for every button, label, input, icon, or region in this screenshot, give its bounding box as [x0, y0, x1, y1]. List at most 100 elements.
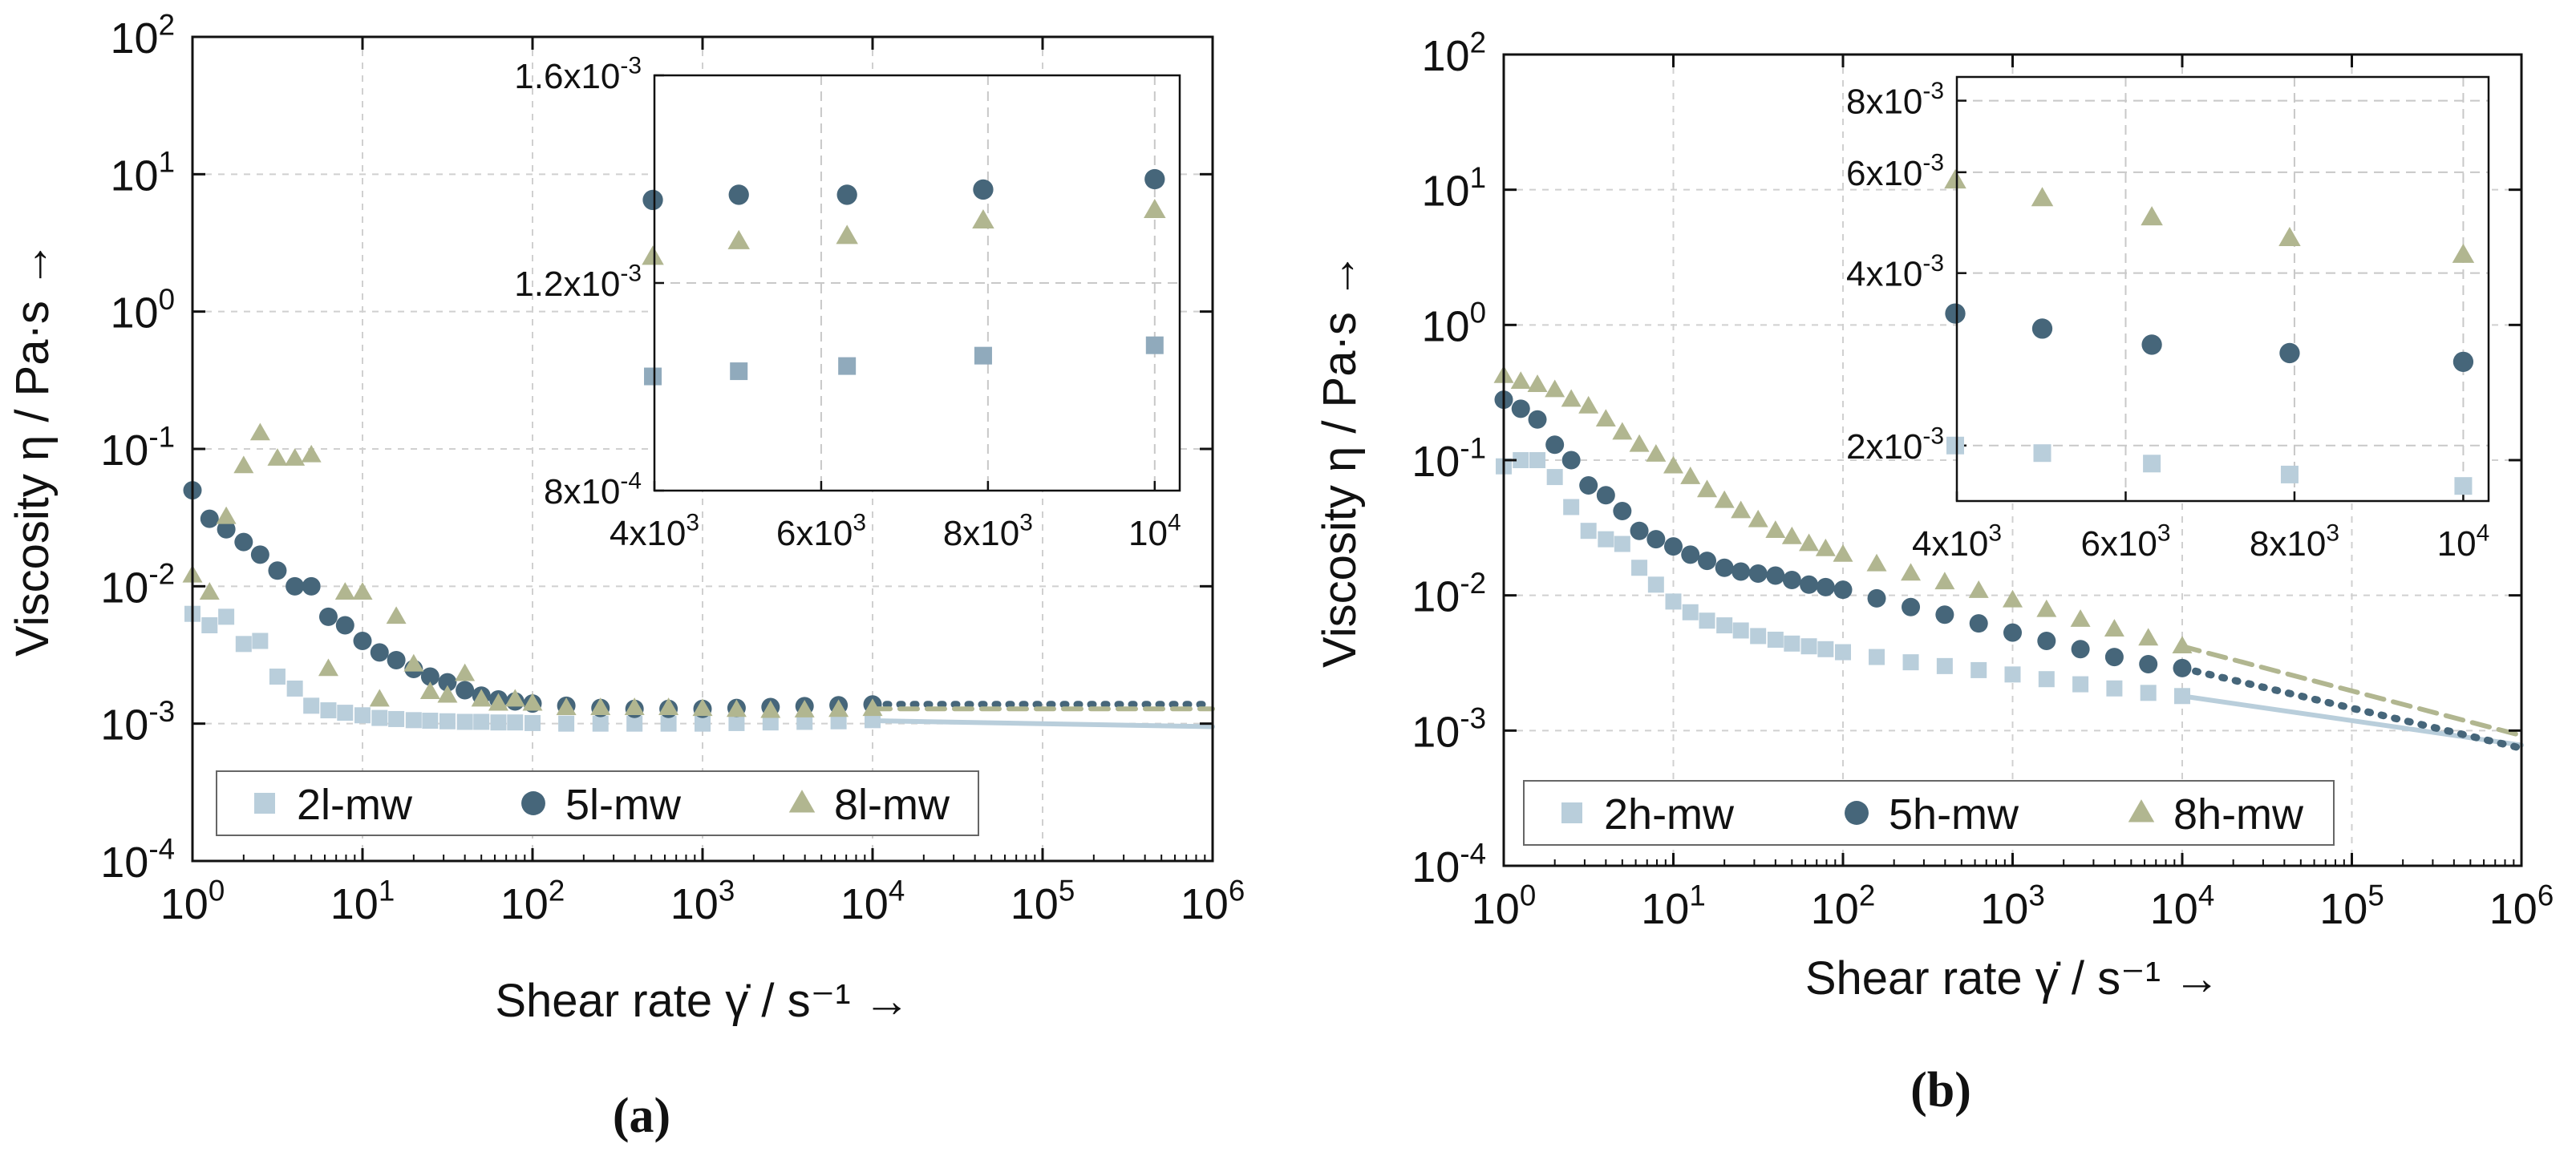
point-2l-mw — [201, 616, 218, 633]
point-2l-mw — [507, 714, 524, 731]
point-8l-mw — [249, 422, 270, 441]
y-tick-label: 10-2 — [1412, 567, 1486, 621]
point-5h-mw — [2071, 640, 2090, 659]
point-8h-mw — [1510, 371, 1531, 390]
point-2l-mw — [865, 712, 881, 729]
inset-x-tick-label: 8x103 — [2250, 520, 2339, 564]
x-tick-label: 103 — [670, 874, 735, 928]
x-tick-label: 101 — [1641, 879, 1706, 933]
point-8l-mw — [504, 689, 525, 707]
point-8l-mw — [624, 697, 645, 715]
point-8h-mw — [1815, 538, 1836, 556]
inset-y-tick-label: 6x10-3 — [1846, 149, 1944, 192]
point-5l-mw — [268, 561, 287, 580]
panel-a-legend: 2l-mw 5l-mw 8l-mw — [216, 770, 979, 836]
panel-a: 100 101 102 103 104 105 106 10-4 10-3 10-2 10-1 100… — [6, 8, 1245, 1143]
point-5h-mw — [1579, 476, 1598, 495]
point-2l-mw — [354, 707, 371, 724]
y-tick-label: 10-2 — [100, 558, 175, 612]
point-2h-mw — [1767, 631, 1784, 648]
inset-point-8h-mw — [2452, 243, 2475, 263]
point-8l-mw — [403, 653, 424, 672]
inset-point-2h-mw — [1946, 436, 1965, 455]
point-2h-mw — [1682, 604, 1699, 620]
point-5h-mw — [1732, 562, 1751, 581]
inset-point-8l-mw — [836, 224, 858, 245]
point-2h-mw — [1732, 622, 1749, 639]
point-8h-mw — [2138, 628, 2159, 646]
inset-frame — [1955, 75, 2490, 503]
point-2h-mw — [1647, 576, 1664, 593]
point-2l-mw — [830, 713, 847, 730]
x-axis-title: Shear rate γ̇ / s⁻¹ → — [1805, 952, 2220, 1004]
point-2h-mw — [1580, 523, 1597, 540]
point-8l-mw — [369, 689, 390, 707]
point-5l-mw — [353, 632, 372, 651]
inset-point-2l-mw — [644, 367, 662, 386]
point-2h-mw — [2072, 676, 2089, 693]
inset-y-tick-label: 2x10-3 — [1846, 422, 1944, 466]
fit-line-5h-mw — [2178, 664, 2525, 752]
inset-x-tick-label: 4x103 — [1912, 520, 2002, 564]
point-2h-mw — [1563, 499, 1580, 515]
point-2h-mw — [2106, 680, 2123, 697]
point-8h-mw — [1748, 509, 1768, 527]
point-2l-mw — [762, 714, 779, 731]
legend-marker — [254, 793, 275, 814]
point-8h-mw — [1578, 395, 1599, 414]
point-2l-mw — [592, 715, 609, 732]
legend-label: 8h-mw — [2173, 790, 2304, 839]
panel-label: (b) — [1910, 1063, 1971, 1118]
panel-b-series — [1493, 365, 2525, 752]
point-2l-mw — [218, 608, 235, 625]
point-8l-mw — [334, 582, 355, 600]
x-tick-label: 103 — [1980, 879, 2045, 933]
inset-point-5l-mw — [642, 189, 663, 211]
inset-point-2l-mw — [974, 346, 992, 365]
point-8h-mw — [1799, 533, 1820, 552]
y-tick-label: 101 — [1422, 161, 1487, 216]
point-2l-mw — [252, 633, 269, 649]
point-2l-mw — [422, 713, 439, 730]
inset-y-tick-label: 4x10-3 — [1846, 250, 1944, 293]
point-5h-mw — [1561, 451, 1581, 470]
point-5h-mw — [1800, 575, 1819, 594]
point-8h-mw — [1646, 443, 1667, 462]
point-8l-mw — [318, 658, 338, 677]
point-8h-mw — [1545, 379, 1565, 398]
point-5h-mw — [1681, 545, 1700, 564]
x-tick-label: 105 — [2319, 879, 2384, 933]
point-8h-mw — [2070, 609, 2091, 627]
inset-point-8l-mw — [642, 245, 664, 265]
point-8h-mw — [1680, 467, 1701, 484]
inset-point-2h-mw — [2033, 444, 2051, 463]
inset-point-8h-mw — [1944, 169, 1966, 189]
point-8l-mw — [301, 444, 322, 463]
point-2h-mw — [1598, 531, 1614, 548]
point-8h-mw — [2104, 619, 2124, 637]
inset-point-5h-mw — [2031, 318, 2053, 339]
inset-point-8l-mw — [1144, 199, 1166, 219]
y-tick-label: 10-3 — [1412, 702, 1486, 757]
point-2l-mw — [490, 714, 507, 731]
x-tick-label: 102 — [1811, 879, 1876, 933]
point-8h-mw — [1765, 520, 1786, 539]
point-2l-mw — [235, 636, 252, 653]
inset-point-2l-mw — [730, 362, 748, 381]
inset-point-2l-mw — [838, 357, 857, 375]
x-tick-label: 104 — [2150, 879, 2215, 933]
point-2h-mw — [1835, 644, 1851, 661]
point-5h-mw — [1511, 399, 1530, 418]
panel-a-series — [182, 422, 1217, 732]
point-8h-mw — [1866, 553, 1887, 572]
panel-a-inset: 4x103 6x103 8x103 104 8x10-4 1.2x10-3 1.6x10-3 — [514, 53, 1181, 553]
inset-point-5l-mw — [728, 184, 749, 205]
point-5h-mw — [1782, 570, 1801, 589]
point-5h-mw — [1867, 588, 1886, 608]
legend-label: 5l-mw — [565, 781, 682, 829]
y-tick-label: 10-4 — [1412, 837, 1486, 891]
point-2h-mw — [1699, 612, 1715, 629]
legend-box — [1523, 780, 2335, 846]
point-2l-mw — [388, 710, 405, 727]
